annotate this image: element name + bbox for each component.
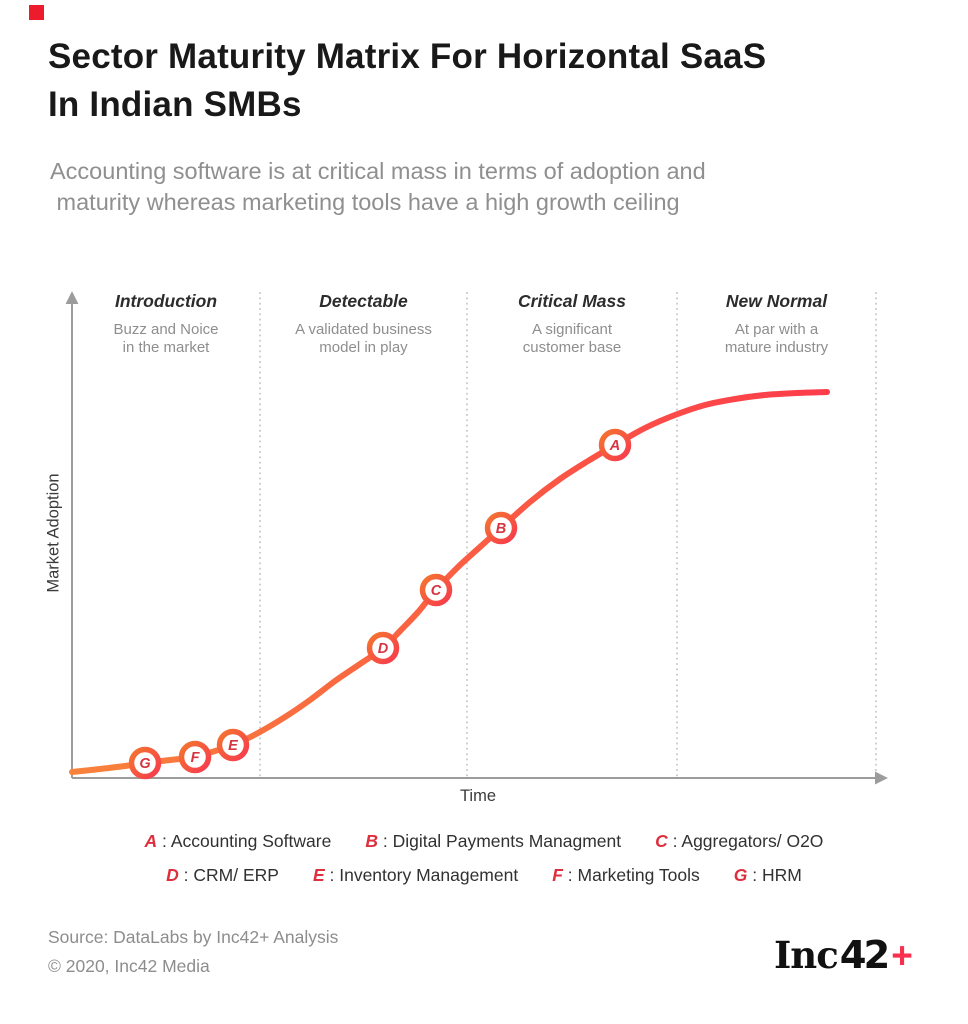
inc42-logo: Inc 42 + bbox=[774, 933, 913, 978]
marker-ring bbox=[484, 511, 518, 545]
legend-row-2: D : CRM/ ERP E : Inventory Management F : … bbox=[166, 865, 802, 886]
marker-letter-a: A bbox=[609, 438, 620, 454]
legend-letter: A bbox=[144, 831, 158, 851]
marker-ring bbox=[178, 740, 212, 774]
legend-label: Marketing Tools bbox=[577, 865, 700, 885]
curve-marker-g: G bbox=[128, 746, 162, 780]
legend-separator: : bbox=[667, 831, 682, 851]
legend-letter: G bbox=[733, 865, 748, 885]
marker-ring bbox=[419, 573, 453, 607]
marker-letter-g: G bbox=[139, 756, 150, 772]
legend-item-c: C : Aggregators/ O2O bbox=[655, 831, 823, 852]
legend: A : Accounting Software B : Digital Payme… bbox=[0, 831, 968, 886]
legend-label: HRM bbox=[761, 865, 802, 885]
source-text: Source: DataLabs by Inc42+ Analysis bbox=[48, 927, 339, 947]
legend-separator: : bbox=[157, 831, 171, 851]
legend-item-a: A : Accounting Software bbox=[145, 831, 332, 852]
legend-label: Accounting Software bbox=[170, 831, 332, 851]
curve-marker-b: B bbox=[484, 511, 518, 545]
marker-letter-c: C bbox=[431, 583, 442, 599]
legend-separator: : bbox=[324, 865, 340, 885]
copyright-text: © 2020, Inc42 Media bbox=[48, 956, 210, 976]
curve-marker-c: C bbox=[419, 573, 453, 607]
subtitle: Accounting software is at critical mass … bbox=[50, 156, 706, 218]
legend-row-1: A : Accounting Software B : Digital Payme… bbox=[145, 831, 824, 852]
legend-letter: F bbox=[552, 865, 563, 885]
marker-ring bbox=[366, 631, 400, 665]
logo-plus-icon: + bbox=[891, 935, 913, 976]
marker-letter-d: D bbox=[378, 641, 389, 657]
legend-letter: B bbox=[365, 831, 378, 851]
page-title: Sector Maturity Matrix For Horizontal Sa… bbox=[48, 33, 766, 129]
legend-label: Digital Payments Managment bbox=[392, 831, 622, 851]
marker-letter-f: F bbox=[191, 750, 201, 766]
x-axis-label: Time bbox=[459, 787, 497, 805]
subtitle-line-2: maturity whereas marketing tools have a … bbox=[50, 189, 680, 215]
legend-item-g: G : HRM bbox=[734, 865, 802, 886]
subtitle-line-1: Accounting software is at critical mass … bbox=[50, 158, 706, 184]
legend-letter: D bbox=[166, 865, 179, 885]
legend-separator: : bbox=[377, 831, 393, 851]
legend-item-d: D : CRM/ ERP bbox=[166, 865, 279, 886]
title-line-1: Sector Maturity Matrix For Horizontal Sa… bbox=[48, 37, 767, 76]
y-axis-label: Market Adoption bbox=[44, 473, 63, 593]
legend-label: Inventory Management bbox=[339, 865, 519, 885]
legend-item-f: F : Marketing Tools bbox=[552, 865, 700, 886]
legend-separator: : bbox=[562, 865, 578, 885]
marker-letter-e: E bbox=[228, 738, 239, 754]
logo-42-text: 42 bbox=[839, 933, 891, 978]
marker-ring bbox=[216, 728, 250, 762]
curve-marker-f: F bbox=[178, 740, 212, 774]
legend-item-b: B : Digital Payments Managment bbox=[365, 831, 621, 852]
legend-label: CRM/ ERP bbox=[193, 865, 279, 885]
legend-letter: C bbox=[655, 831, 668, 851]
marker-ring bbox=[128, 746, 162, 780]
curve-marker-a: A bbox=[598, 428, 632, 462]
brand-square bbox=[29, 5, 44, 20]
curve-marker-d: D bbox=[366, 631, 400, 665]
legend-separator: : bbox=[178, 865, 194, 885]
legend-letter: E bbox=[312, 865, 325, 885]
logo-inc-text: Inc bbox=[774, 933, 839, 977]
title-line-2: In Indian SMBs bbox=[48, 85, 302, 124]
legend-item-e: E : Inventory Management bbox=[313, 865, 518, 886]
legend-label: Aggregators/ O2O bbox=[681, 831, 824, 851]
marker-ring bbox=[598, 428, 632, 462]
curve-marker-e: E bbox=[216, 728, 250, 762]
marker-letter-b: B bbox=[496, 521, 506, 537]
legend-separator: : bbox=[747, 865, 762, 885]
